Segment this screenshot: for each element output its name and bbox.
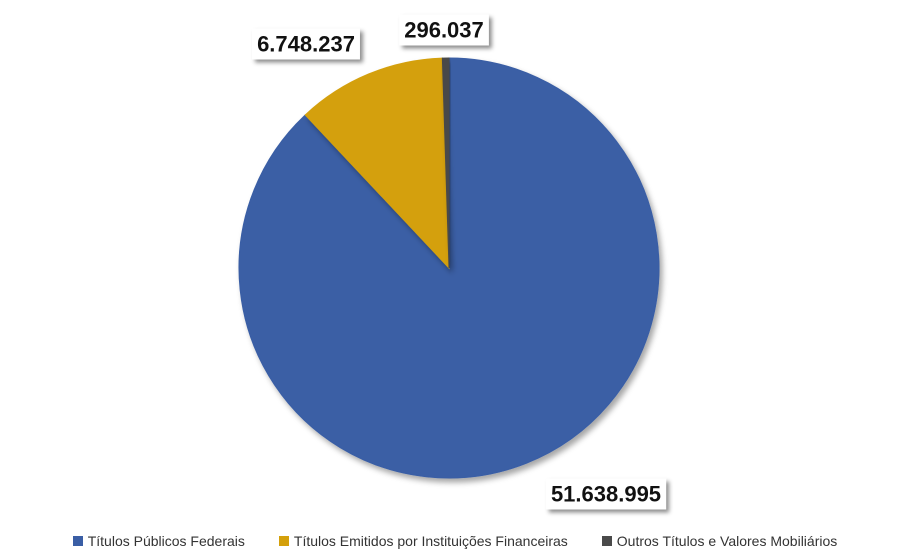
legend: Títulos Públicos Federais Títulos Emitid… — [0, 527, 910, 555]
legend-label-outros-titulos: Outros Títulos e Valores Mobiliários — [616, 533, 838, 549]
pie-chart-canvas: 51.638.995 6.748.237 296.037 — [238, 14, 667, 510]
legend-label-titulos-publicos: Títulos Públicos Federais — [87, 533, 245, 549]
legend-swatch-titulos-publicos — [72, 536, 83, 546]
legend-label-titulos-emitidos: Títulos Emitidos por Instituições Financ… — [293, 533, 568, 549]
data-label-box-titulos-publicos — [545, 478, 667, 510]
data-label-box-titulos-emitidos — [252, 28, 360, 60]
pie-slices — [238, 57, 660, 479]
pie-slice-outros-titulos — [441, 57, 450, 269]
legend-item-titulos-publicos: Títulos Públicos Federais — [72, 533, 245, 549]
data-labels: 51.638.995 6.748.237 296.037 — [252, 14, 667, 510]
legend-item-outros-titulos: Outros Títulos e Valores Mobiliários — [601, 533, 838, 549]
data-label-titulos-emitidos: 6.748.237 — [252, 28, 360, 60]
legend-swatch-outros-titulos — [601, 536, 612, 546]
data-label-text-titulos-publicos: 51.638.995 — [551, 482, 661, 507]
data-label-outros-titulos: 296.037 — [399, 14, 489, 46]
pie-slice-titulos-emitidos — [304, 57, 450, 270]
data-label-text-titulos-emitidos: 6.748.237 — [257, 32, 355, 57]
legend-swatch-titulos-emitidos — [278, 536, 289, 546]
data-label-titulos-publicos: 51.638.995 — [545, 478, 667, 510]
legend-item-titulos-emitidos: Títulos Emitidos por Instituições Financ… — [278, 533, 568, 549]
data-label-box-outros-titulos — [399, 14, 489, 46]
data-label-text-outros-titulos: 296.037 — [404, 18, 484, 43]
